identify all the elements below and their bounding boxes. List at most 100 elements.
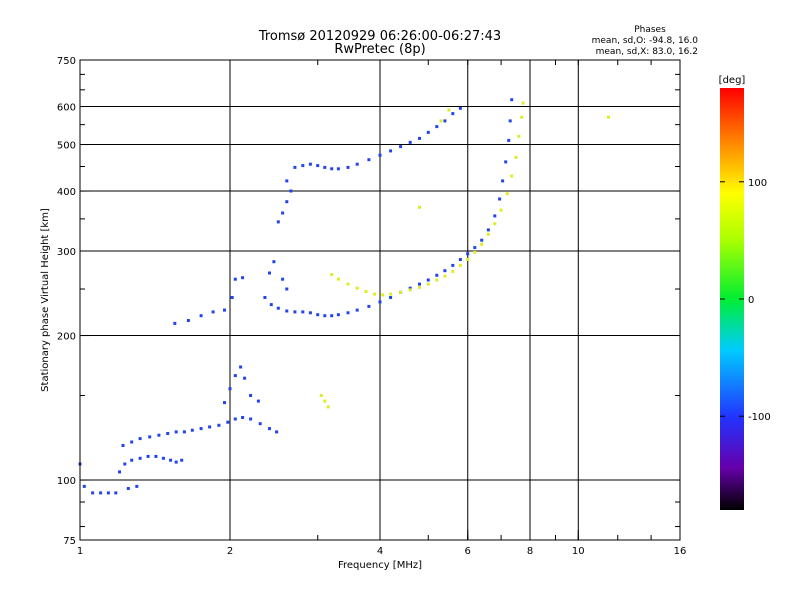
echo-point [336, 277, 340, 281]
echo-point [510, 98, 514, 102]
echo-point [458, 263, 462, 267]
x-tick-label: 16 [674, 546, 687, 557]
echo-point [389, 296, 393, 299]
y-tick-label: 75 [63, 536, 76, 547]
echo-point [308, 162, 312, 166]
echo-point [498, 197, 502, 201]
phases-legend-title: Phases [634, 25, 666, 35]
echo-point [451, 269, 455, 273]
echo-point [228, 387, 232, 391]
echo-point [182, 430, 186, 434]
echo-point [114, 491, 118, 495]
echo-point [378, 153, 382, 157]
echo-point [289, 189, 293, 193]
echo-point [510, 174, 514, 178]
echo-point [138, 456, 142, 460]
echo-point [451, 263, 455, 267]
echo-point [508, 119, 512, 123]
echo-point [493, 214, 497, 218]
y-tick-label: 500 [57, 141, 76, 152]
echo-point [418, 285, 421, 289]
echo-point [118, 470, 121, 474]
echo-point [316, 313, 320, 317]
echo-point [323, 314, 327, 318]
echo-point [223, 401, 226, 405]
colorbar-ticks: 100 0 -100 [720, 178, 771, 423]
colorbar-tick-label: 0 [748, 295, 754, 306]
echo-point [146, 454, 150, 458]
echo-point [233, 277, 237, 281]
echo-point [99, 491, 103, 495]
echo-point [486, 232, 490, 236]
echo-point [443, 269, 447, 273]
echo-point [169, 458, 173, 462]
echo-point [319, 394, 323, 397]
echo-point [301, 310, 305, 314]
echo-point [458, 106, 462, 110]
series-o-mode [78, 98, 514, 495]
x-tick-label: 6 [465, 546, 471, 557]
colorbar-unit-label: [deg] [719, 75, 746, 86]
echo-point [208, 425, 212, 429]
series-x-mode [319, 101, 610, 409]
echo-point [316, 164, 320, 168]
echo-point [174, 460, 178, 464]
echo-point [268, 271, 271, 275]
x-tick-label: 2 [227, 546, 233, 557]
echo-point [272, 260, 276, 264]
echo-point [166, 432, 170, 435]
echo-point [439, 119, 443, 123]
echo-point [217, 423, 221, 427]
echo-point [505, 192, 509, 196]
echo-point [517, 134, 521, 138]
echo-point [486, 228, 490, 232]
echo-point [355, 308, 359, 312]
y-tick-label: 600 [57, 103, 76, 114]
echo-point [269, 303, 273, 307]
echo-point [135, 484, 139, 488]
x-tick-label: 4 [377, 546, 383, 557]
echo-point [148, 435, 152, 439]
echo-point [408, 140, 412, 144]
axis-ticks: 1 2 4 6 8 10 16 75 100 200 300 400 500 600 750 [57, 56, 686, 557]
echo-point [499, 208, 503, 212]
echo-point [123, 462, 127, 466]
echo-point [121, 444, 125, 447]
echo-point [367, 304, 371, 308]
echo-point [326, 405, 330, 409]
echo-point [447, 108, 451, 112]
echo-point [451, 112, 455, 116]
echo-point [443, 274, 447, 278]
echo-point [154, 454, 158, 458]
y-tick-label: 200 [57, 332, 76, 343]
x-tick-label: 1 [77, 546, 83, 557]
echo-point [243, 376, 247, 380]
echo-point [399, 290, 403, 294]
echo-point [330, 167, 334, 171]
echo-point [381, 293, 385, 297]
echo-point [230, 296, 234, 299]
echo-point [418, 136, 421, 140]
echo-point [256, 399, 260, 403]
echo-point [346, 165, 350, 169]
echo-point [241, 416, 245, 419]
echo-point [199, 314, 203, 318]
echo-point [239, 365, 243, 369]
echo-point [507, 138, 511, 142]
echo-point [364, 290, 368, 293]
colorbar-tick-label: 100 [748, 178, 767, 189]
echo-point [241, 276, 245, 280]
phases-legend-o-stats: mean, sd,O: -94.8, 16.0 [592, 36, 699, 46]
echo-point [285, 309, 289, 313]
echo-point [223, 308, 226, 312]
echo-point [308, 311, 312, 315]
echo-point [418, 282, 421, 286]
echo-point [426, 278, 430, 282]
echo-point [346, 311, 350, 315]
echo-point [466, 258, 470, 261]
echo-point [473, 246, 477, 250]
chart-subtitle: RwPretec (8p) [334, 42, 425, 57]
echo-point [323, 399, 327, 403]
echo-point [466, 252, 470, 256]
x-tick-label: 10 [572, 546, 585, 557]
